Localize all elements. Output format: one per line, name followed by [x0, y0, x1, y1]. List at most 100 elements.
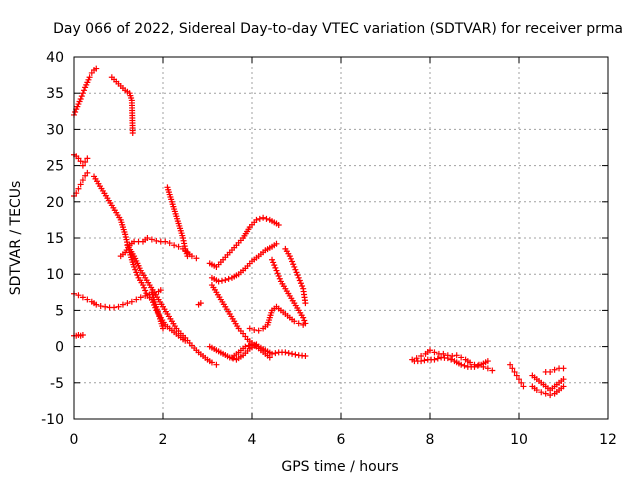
data-point: [97, 303, 104, 310]
data-point: [162, 238, 169, 245]
data-point: [453, 352, 460, 359]
data-point: [293, 269, 300, 276]
y-tick-label: 25: [46, 159, 64, 175]
data-point: [160, 325, 166, 332]
data-point: [144, 235, 151, 241]
data-point: [449, 353, 456, 360]
data-point: [560, 376, 567, 383]
data-point: [225, 275, 232, 282]
data-point: [139, 282, 146, 289]
data-point: [78, 93, 85, 100]
chart-title: Day 066 of 2022, Sidereal Day-to-day VTE…: [53, 21, 623, 37]
data-point: [253, 216, 260, 223]
data-point: [222, 276, 229, 283]
data-point: [431, 349, 438, 356]
series-arc-20: [282, 245, 309, 307]
series-arc-5: [91, 173, 189, 344]
data-point: [511, 368, 518, 375]
data-point: [271, 262, 278, 269]
data-point: [427, 347, 433, 354]
series-arc-8: [164, 184, 191, 260]
data-point: [434, 355, 441, 362]
data-point: [79, 177, 86, 184]
series-arc-17: [228, 341, 309, 361]
data-point: [471, 363, 478, 370]
data-point: [184, 253, 191, 260]
data-point: [418, 353, 425, 360]
x-axis-label: GPS time / hours: [281, 459, 398, 475]
points-layer: [71, 65, 567, 399]
data-point: [276, 275, 283, 282]
data-point: [157, 287, 164, 294]
x-tick-label: 0: [70, 432, 79, 448]
data-point: [245, 342, 252, 349]
series-arc-26: [542, 365, 567, 375]
y-tick-label: 20: [46, 195, 64, 211]
data-point: [84, 296, 91, 303]
data-point: [77, 95, 84, 102]
data-point: [93, 301, 100, 308]
data-point: [75, 185, 82, 192]
data-point: [115, 303, 122, 310]
series-arc-23: [507, 361, 527, 390]
data-point: [153, 237, 160, 244]
data-point: [230, 355, 237, 362]
data-point: [272, 264, 279, 271]
data-point: [286, 253, 293, 260]
data-point: [111, 304, 118, 311]
data-point: [218, 277, 225, 284]
data-point: [560, 383, 567, 390]
y-axis-label: SDTVAR / TECUs: [8, 181, 24, 296]
data-point: [547, 368, 554, 375]
data-point: [128, 298, 135, 305]
data-point: [484, 358, 491, 365]
series-arc-18: [246, 303, 307, 334]
data-point: [133, 296, 140, 303]
data-point: [79, 162, 86, 169]
series-arc-9: [71, 287, 164, 311]
data-point: [444, 355, 451, 362]
x-tick-label: 2: [159, 432, 168, 448]
data-point: [299, 282, 306, 289]
y-tick-label: 15: [46, 231, 64, 247]
data-point: [260, 214, 267, 221]
data-point: [484, 365, 491, 372]
data-point: [132, 266, 139, 273]
data-point: [289, 258, 296, 265]
data-point: [75, 292, 82, 299]
data-point: [72, 109, 79, 116]
data-point: [292, 266, 299, 273]
data-point: [79, 294, 86, 301]
data-point: [129, 130, 136, 137]
data-point: [208, 359, 215, 366]
y-tick-label: 0: [55, 340, 64, 356]
data-point: [255, 327, 262, 334]
data-point: [285, 350, 292, 357]
series-arc-10: [148, 289, 166, 332]
series-arc-24: [529, 372, 567, 394]
data-point: [81, 87, 88, 94]
data-point: [489, 367, 496, 374]
data-point: [282, 349, 289, 356]
data-point: [251, 326, 258, 333]
data-point: [542, 390, 549, 397]
data-point: [289, 350, 296, 357]
data-point: [141, 284, 148, 291]
data-point: [249, 341, 255, 348]
data-point: [421, 357, 428, 364]
y-tick-label: 10: [46, 267, 64, 283]
data-point: [518, 379, 525, 386]
y-tick-label: 5: [55, 303, 64, 319]
data-point: [448, 356, 455, 363]
data-point: [297, 280, 304, 287]
data-point: [246, 325, 253, 332]
x-tick-label: 10: [510, 432, 528, 448]
series-arc-19: [269, 256, 309, 327]
data-point: [551, 366, 558, 373]
ticks-layer: -10 -5 0 5 10 15 20 25 30 35 40 0 2 4 6 8 10 12: [41, 50, 617, 448]
data-point: [467, 359, 474, 366]
data-point: [474, 362, 481, 369]
data-point: [143, 290, 150, 297]
